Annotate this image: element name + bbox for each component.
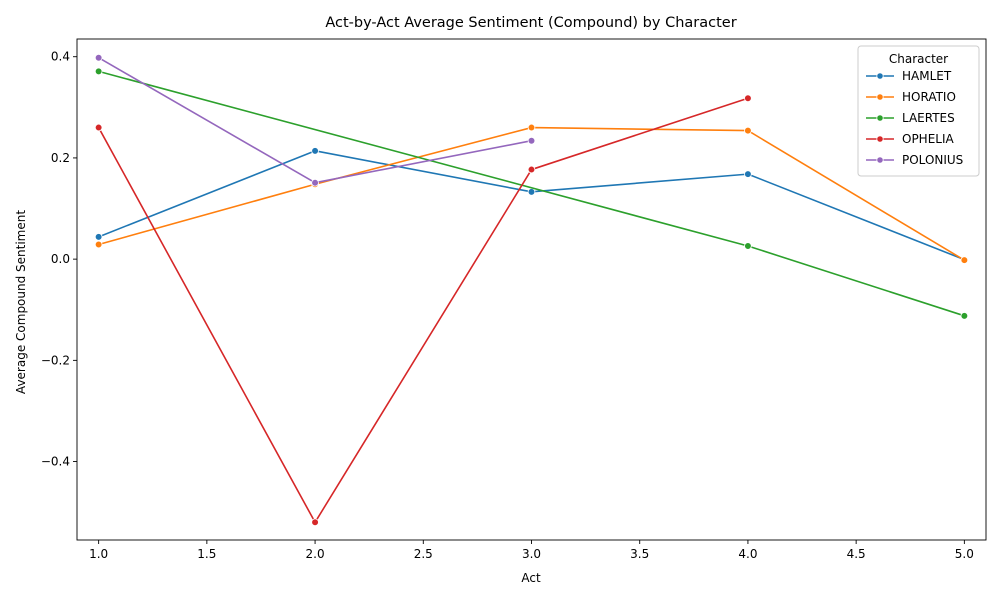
legend-entry-laertes: LAERTES	[866, 111, 955, 125]
legend-label: LAERTES	[902, 111, 955, 125]
series-polonius	[94, 53, 536, 187]
data-point	[960, 312, 969, 320]
x-axis-label: Act	[521, 571, 541, 585]
y-tick-label: −0.4	[41, 455, 70, 469]
axes: 1.0 1.5 2.0 2.5 3.0 3.5 4.0 4.5 5.0 −0.4 −0.2 0.0 0.…	[41, 38, 987, 561]
data-point	[744, 94, 752, 103]
legend-entry-hamlet: HAMLET	[866, 69, 952, 83]
series-ophelia	[94, 94, 752, 527]
data-point	[94, 240, 103, 249]
series-hamlet	[94, 147, 969, 264]
x-tick-label: 3.5	[630, 547, 649, 561]
x-tick-label: 2.5	[414, 547, 433, 561]
plot-frame	[76, 38, 987, 541]
chart-title: Act-by-Act Average Sentiment (Compound) …	[325, 15, 736, 31]
legend-label: HAMLET	[902, 69, 952, 83]
series-line	[97, 97, 749, 524]
legend-marker	[876, 72, 884, 80]
x-tick-label: 3.0	[522, 547, 541, 561]
x-tick-label: 4.0	[738, 547, 757, 561]
x-tick-label: 1.5	[197, 547, 216, 561]
series-horatio	[94, 123, 969, 264]
legend-entry-ophelia: OPHELIA	[866, 132, 955, 146]
series-line	[97, 56, 533, 184]
legend-marker	[876, 156, 884, 164]
data-point	[744, 242, 752, 250]
legend-marker	[876, 135, 884, 143]
y-tick-label: 0.4	[51, 50, 70, 64]
legend-marker	[876, 114, 884, 122]
legend-title: Character	[889, 52, 948, 66]
data-point	[94, 123, 103, 132]
x-tick-label: 4.5	[847, 547, 866, 561]
data-point	[744, 170, 752, 178]
data-point	[94, 53, 103, 62]
legend-label: OPHELIA	[902, 132, 955, 146]
x-tick-label: 2.0	[306, 547, 325, 561]
data-point	[311, 518, 319, 527]
series-laertes	[94, 67, 969, 320]
data-point	[94, 233, 103, 241]
x-tick-label: 1.0	[89, 547, 108, 561]
legend-label: HORATIO	[902, 90, 956, 104]
legend-entry-horatio: HORATIO	[866, 90, 956, 104]
y-tick-label: 0.0	[51, 252, 70, 266]
data-point	[527, 136, 536, 145]
legend-entry-polonius: POLONIUS	[866, 153, 963, 167]
data-point	[311, 147, 319, 155]
legend-marker	[876, 93, 884, 101]
data-point	[527, 123, 536, 132]
legend-box	[857, 45, 980, 177]
y-tick-label: 0.2	[51, 151, 70, 165]
y-axis-label: Average Compound Sentiment	[14, 210, 28, 394]
data-point	[960, 256, 969, 264]
data-point	[94, 67, 103, 76]
legend: Character HAMLET HORATIO LAERTES OPHELIA POLO…	[857, 45, 980, 177]
data-point	[527, 165, 536, 174]
data-point	[311, 178, 319, 187]
plot-area	[94, 53, 969, 527]
y-tick-label: −0.2	[41, 353, 70, 367]
data-point	[527, 188, 536, 196]
data-point	[744, 126, 752, 135]
legend-label: POLONIUS	[902, 153, 963, 167]
x-tick-label: 5.0	[955, 547, 974, 561]
